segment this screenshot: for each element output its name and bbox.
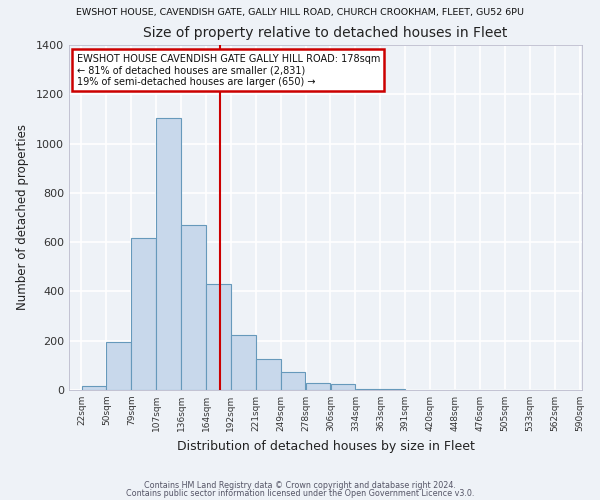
Bar [106, 342, 131, 390]
Bar [181, 225, 206, 390]
Bar [256, 359, 281, 390]
Text: Contains public sector information licensed under the Open Government Licence v3: Contains public sector information licen… [126, 489, 474, 498]
Text: Contains HM Land Registry data © Crown copyright and database right 2024.: Contains HM Land Registry data © Crown c… [144, 480, 456, 490]
Bar [231, 334, 256, 390]
Bar [356, 389, 380, 390]
Title: Size of property relative to detached houses in Fleet: Size of property relative to detached ho… [143, 26, 508, 40]
Bar [206, 284, 231, 390]
Y-axis label: Number of detached properties: Number of detached properties [16, 124, 29, 310]
Bar [82, 386, 106, 390]
X-axis label: Distribution of detached houses by size in Fleet: Distribution of detached houses by size … [176, 440, 475, 452]
Bar [156, 118, 181, 390]
Bar [380, 389, 405, 390]
Bar [131, 238, 156, 390]
Text: EWSHOT HOUSE CAVENDISH GATE GALLY HILL ROAD: 178sqm
← 81% of detached houses are: EWSHOT HOUSE CAVENDISH GATE GALLY HILL R… [77, 54, 380, 87]
Bar [306, 382, 331, 390]
Bar [331, 384, 355, 390]
Text: EWSHOT HOUSE, CAVENDISH GATE, GALLY HILL ROAD, CHURCH CROOKHAM, FLEET, GU52 6PU: EWSHOT HOUSE, CAVENDISH GATE, GALLY HILL… [76, 8, 524, 16]
Bar [281, 372, 305, 390]
